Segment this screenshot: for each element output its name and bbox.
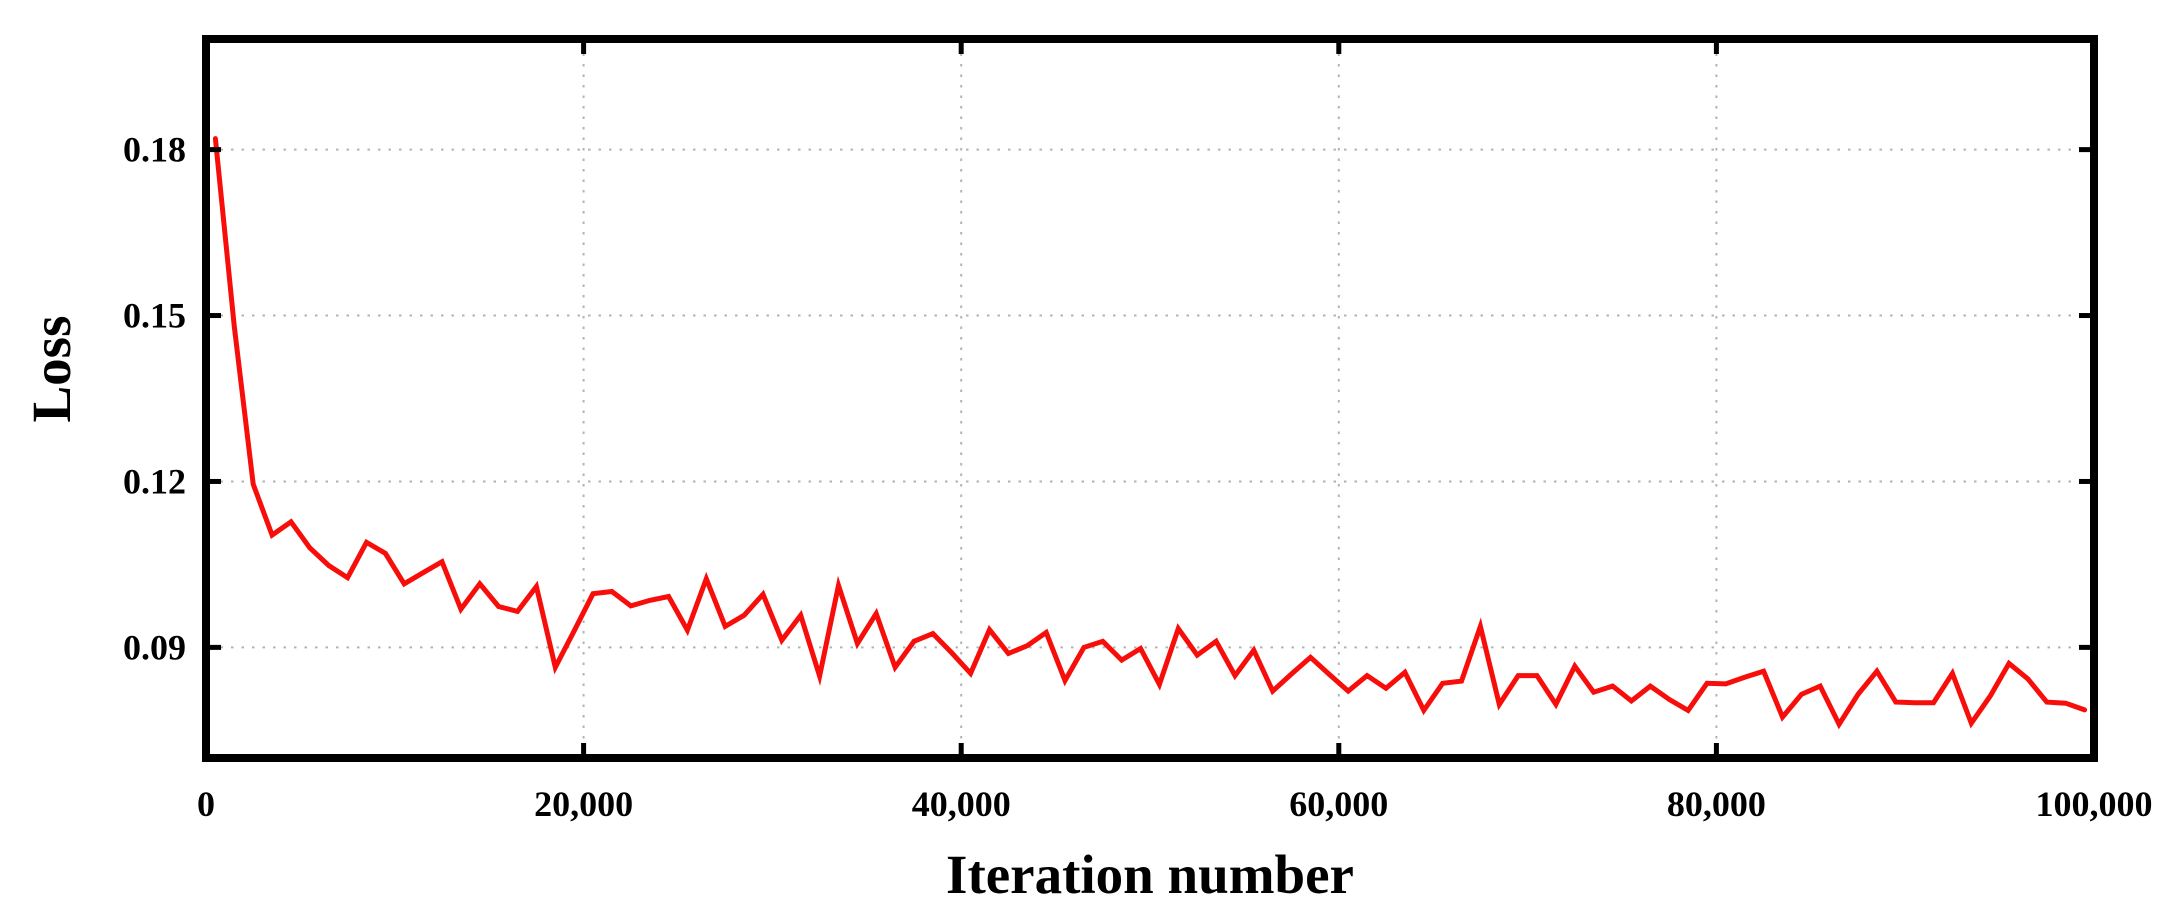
training-loss-line bbox=[212, 136, 2088, 730]
y-tick-label: 0.15 bbox=[123, 296, 186, 336]
x-tick-label: 60,000 bbox=[1289, 784, 1388, 824]
axis-layer bbox=[202, 35, 2098, 762]
plot-border bbox=[202, 35, 2098, 762]
grid-layer bbox=[210, 43, 2090, 754]
y-axis-title: Loss bbox=[21, 316, 82, 423]
y-tick-label: 0.12 bbox=[123, 461, 186, 501]
x-tick-label: 0 bbox=[197, 784, 215, 824]
x-axis-title: Iteration number bbox=[946, 844, 1354, 905]
series-layer bbox=[212, 136, 2088, 730]
y-tick-label: 0.18 bbox=[123, 130, 186, 170]
y-tick-label: 0.09 bbox=[123, 627, 186, 667]
x-tick-label: 80,000 bbox=[1667, 784, 1766, 824]
x-tick-label: 20,000 bbox=[534, 784, 633, 824]
x-tick-label: 100,000 bbox=[2036, 784, 2153, 824]
x-tick-label: 40,000 bbox=[912, 784, 1011, 824]
tick-label-layer: 0.09 0.12 0.15 0.18 0 20,000 40,000 60,000 80,00… bbox=[123, 130, 2153, 824]
